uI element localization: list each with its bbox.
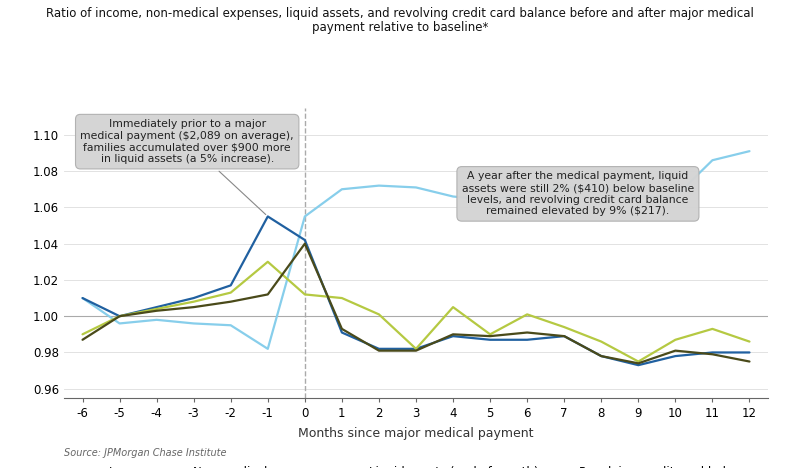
Text: Ratio of income, non-medical expenses, liquid assets, and revolving credit card : Ratio of income, non-medical expenses, l… (46, 7, 754, 20)
X-axis label: Months since major medical payment: Months since major medical payment (298, 427, 534, 440)
Legend: Income, Non-medical expenses, Liquid assets (end of month), Revolving credit car: Income, Non-medical expenses, Liquid ass… (73, 462, 759, 468)
Text: Source: JPMorgan Chase Institute: Source: JPMorgan Chase Institute (64, 448, 226, 458)
Text: Immediately prior to a major
medical payment ($2,089 on average),
families accum: Immediately prior to a major medical pay… (80, 119, 294, 214)
Text: A year after the medical payment, liquid
assets were still 2% ($410) below basel: A year after the medical payment, liquid… (462, 171, 694, 216)
Text: payment relative to baseline*: payment relative to baseline* (312, 21, 488, 34)
